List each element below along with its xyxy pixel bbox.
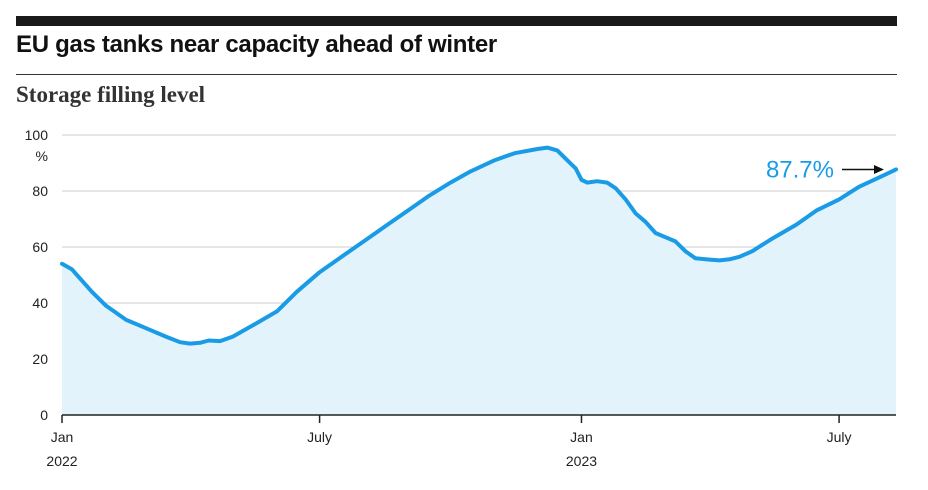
x-tick-label-1: July <box>307 429 332 445</box>
tick-labels: 0 20 40 60 80 100% Jan 2022 July Jan 2023 July <box>25 127 852 469</box>
x-tick-year-0: 2022 <box>46 453 77 469</box>
x-tick-label-3: July <box>827 429 852 445</box>
top-rule <box>16 16 897 26</box>
chart-title: EU gas tanks near capacity ahead of wint… <box>16 31 497 58</box>
y-unit-label: % <box>36 148 48 164</box>
annotation-label-0: 87.7% <box>766 156 834 183</box>
y-tick-label-80: 80 <box>32 183 48 199</box>
x-tick-label-2: Jan <box>570 429 593 445</box>
area-fill <box>62 147 896 415</box>
chart-subtitle: Storage filling level <box>16 82 206 107</box>
y-tick-label-100: 100 <box>25 127 49 143</box>
axes <box>61 414 896 423</box>
y-tick-label-0: 0 <box>40 407 48 423</box>
y-tick-label-20: 20 <box>32 351 48 367</box>
x-tick-year-2: 2023 <box>566 453 597 469</box>
y-tick-label-60: 60 <box>32 239 48 255</box>
y-tick-label-40: 40 <box>32 295 48 311</box>
annotations: 87.7% <box>766 156 884 183</box>
area-layer <box>60 145 898 415</box>
annotation-arrow-head-0 <box>874 164 884 174</box>
series-line <box>60 145 898 346</box>
title-divider <box>16 74 897 75</box>
x-tick-label-0: Jan <box>51 429 74 445</box>
